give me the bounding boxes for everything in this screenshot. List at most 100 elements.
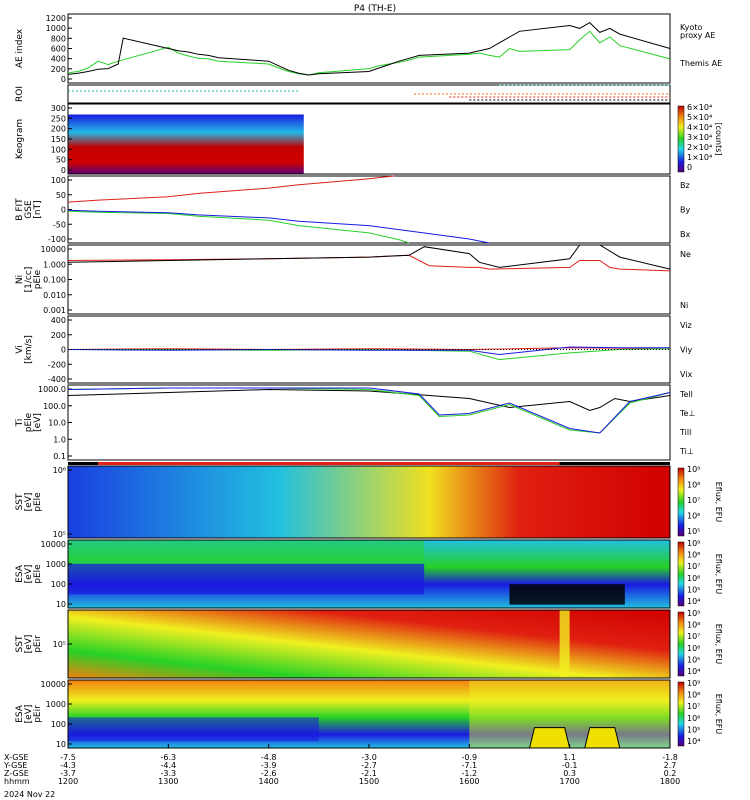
- panel-roi: ROI: [15, 84, 671, 104]
- sst_e-spectrogram: [68, 466, 670, 538]
- x-tick-ygse: -7.1: [462, 761, 478, 770]
- sst_e-colorbar-label: Eflux, EFU: [714, 482, 723, 523]
- keogram-ytick: 50: [56, 156, 66, 165]
- x-tick-hhmm: 1600: [459, 777, 479, 786]
- esa_e-colorbar-tick: 10⁹: [687, 539, 700, 548]
- velocity-ytick: -400: [48, 375, 66, 384]
- sst_e-colorbar-tick: 10⁷: [687, 496, 700, 505]
- x-tick-xgse: -0.9: [462, 753, 478, 762]
- ae-ytick: 1200: [46, 14, 66, 23]
- esa_i-colorbar: [677, 681, 685, 747]
- temp-ytick: 100.0: [43, 402, 66, 411]
- bfit-legend-1: By: [680, 206, 690, 215]
- temp-legend-2: Till: [679, 428, 691, 437]
- date-label: 2024 Nov 22: [4, 790, 55, 799]
- temp-ylabel: pEle: [24, 412, 34, 432]
- esa_e-ylabel: pEle: [33, 564, 43, 584]
- status-bar-red: [68, 462, 670, 465]
- sst_e-ylabel: [eV]: [24, 493, 34, 512]
- x-tick-ygse: -3.9: [261, 761, 277, 770]
- sst_i-colorbar-tick: 10⁷: [687, 632, 700, 641]
- keogram-colorbar: [677, 105, 685, 173]
- x-tick-xgse: -1.8: [662, 753, 678, 762]
- velocity-ytick: 200: [51, 331, 66, 340]
- x-tick-hhmm: 1200: [58, 777, 78, 786]
- esa_e-ytick: 10: [56, 600, 66, 609]
- ae-legend-2: Themis AE: [679, 59, 722, 68]
- bfit-ylabel: GSE: [24, 200, 34, 219]
- sst_e-ytick: 10⁵: [53, 530, 66, 539]
- keogram-ytick: 200: [51, 125, 66, 134]
- temp-ylabel: [eV]: [33, 413, 43, 432]
- esa_i-ylabel: pEir: [33, 705, 43, 723]
- sst_e-ytick: 10⁶: [53, 466, 66, 475]
- x-tick-zgse: -2.1: [361, 769, 377, 778]
- x-row-label: hhmm: [4, 777, 30, 786]
- density-series-Ne: [67, 254, 671, 272]
- velocity-ylabel: [km/s]: [24, 335, 34, 364]
- panels: AE index120010008006004002000Kyotoproxy …: [15, 13, 723, 749]
- x-tick-ygse: -2.7: [361, 761, 377, 770]
- keogram-ytick: 100: [51, 145, 66, 154]
- x-row-label: Z-GSE: [4, 769, 29, 778]
- x-tick-zgse: -1.2: [462, 769, 478, 778]
- x-tick-zgse: -2.6: [261, 769, 277, 778]
- esa_e-colorbar-tick: 10⁵: [687, 585, 700, 594]
- esa_i-colorbar-tick: 10⁷: [687, 702, 700, 711]
- ae-ytick: 800: [51, 34, 66, 43]
- bfit-ylabel: B FIT: [15, 198, 25, 221]
- x-tick-hhmm: 1400: [258, 777, 278, 786]
- keogram-ylabel: Keogram: [15, 119, 25, 159]
- esa_i-ytick: 10: [56, 740, 66, 749]
- keogram-colorbar-tick: 4×10⁴: [687, 123, 712, 132]
- panel-velocity: Vi [km/s] 400 200 0 -200 -400 Viz Viy Vix: [15, 315, 693, 384]
- temp-ytick: 1.0: [53, 435, 66, 444]
- x-tick-ygse: -4.4: [161, 761, 177, 770]
- density-ytick: 0.100: [43, 276, 66, 285]
- sst_i-spectrogram: [68, 610, 670, 678]
- density-ytick: 10000: [41, 245, 66, 254]
- keogram-colorbar-tick: 5×10⁴: [687, 113, 712, 122]
- keogram-colorbar-tick: 2×10⁴: [687, 143, 712, 152]
- esa_e-colorbar-tick: 10⁶: [687, 574, 700, 583]
- esa_e-colorbar-tick: 10⁷: [687, 562, 700, 571]
- x-tick-zgse: 0.2: [664, 769, 677, 778]
- bfit-ytick: 100: [51, 176, 66, 185]
- esa_i-colorbar-tick: 10⁹: [687, 679, 700, 688]
- ae-legend-0: Kyoto: [680, 23, 702, 32]
- sst_e-colorbar-tick: 10⁸: [687, 481, 700, 490]
- density-ytick: 0.010: [43, 291, 66, 300]
- esa_i-colorbar-tick: 10⁴: [687, 737, 700, 746]
- esa_i-colorbar-tick: 10⁸: [687, 691, 700, 700]
- sst_i-colorbar-tick: 10⁶: [687, 644, 700, 653]
- esa_i-colorbar-label: Eflux, EFU: [714, 694, 723, 735]
- panel-bfit: B FIT GSE [nT] 100 50 0 -50 -100 Bz By Bx: [15, 175, 690, 244]
- esa_e-ylabel: ESA: [15, 564, 25, 583]
- sst_e-colorbar-tick: 10⁵: [687, 527, 700, 536]
- density-series-Ni: [67, 244, 671, 270]
- density-ylabel: [1/cc]: [24, 267, 34, 293]
- keogram-colorbar-tick: 0: [687, 163, 692, 172]
- sst_i-colorbar-tick: 10⁹: [687, 609, 700, 618]
- esa_e-ytick: 1000: [46, 560, 66, 569]
- ae-series-Themis AE: [67, 21, 671, 76]
- bfit-legend-2: Bx: [680, 230, 690, 239]
- x-tick-ygse: 2.7: [664, 761, 677, 770]
- ae-ytick: 1000: [46, 24, 66, 33]
- ae-ytick: 200: [51, 65, 66, 74]
- esa_i-ylabel: ESA: [15, 704, 25, 723]
- x-tick-zgse: 0.3: [563, 769, 576, 778]
- density-frame: [67, 244, 671, 315]
- sst_i-colorbar: [677, 611, 685, 677]
- esa-e-black-band: [509, 584, 625, 605]
- velocity-ytick: 0: [61, 346, 66, 355]
- esa_e-colorbar: [677, 541, 685, 607]
- x-tick-xgse: -6.3: [161, 753, 177, 762]
- sst_e-colorbar: [677, 467, 685, 537]
- x-row-label: Y-GSE: [3, 761, 27, 770]
- bfit-legend-0: Bz: [680, 181, 690, 190]
- esa-e-low-band: [68, 563, 425, 595]
- esa_e-frame: [67, 539, 671, 609]
- sst_e-colorbar-tick: 10⁹: [687, 465, 700, 474]
